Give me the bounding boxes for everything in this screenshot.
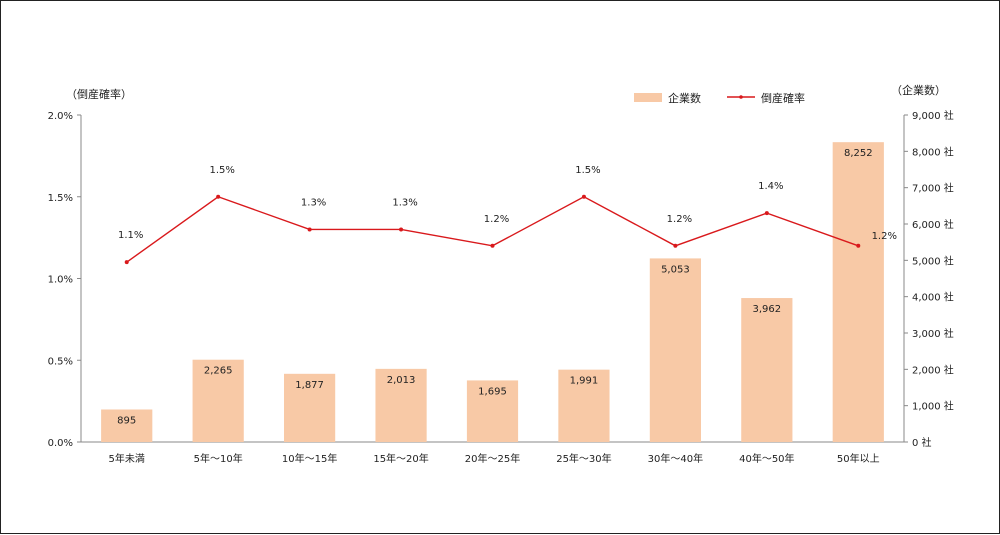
right-tick-label: 4,000 社 (912, 291, 954, 304)
line-value-label: 1.2% (667, 214, 692, 225)
bar-series (101, 142, 884, 442)
bar (649, 258, 701, 442)
bar-value-label: 1,991 (570, 376, 599, 387)
left-axis-label: （倒産確率） (66, 87, 132, 101)
bar (284, 373, 336, 442)
legend-label-bar: 企業数 (668, 91, 701, 105)
left-tick-label: 1.5% (48, 193, 73, 204)
bar-value-label: 1,877 (295, 380, 324, 391)
category-label: 5年未満 (109, 452, 145, 465)
legend: 企業数 倒産確率 (634, 91, 805, 105)
line-point (764, 211, 769, 216)
line-value-labels: 1.1% 1.5% 1.3% 1.3% 1.2% 1.5% 1.2% 1.4% 1.2% (118, 165, 897, 242)
line-value-label: 1.4% (758, 181, 783, 192)
category-label: 5年～10年 (194, 452, 243, 465)
left-tick-label: 2.0% (48, 111, 73, 122)
bar-value-labels: 895 2,265 1,877 2,013 1,695 1,991 5,053 3,962 8,… (117, 148, 872, 426)
legend-label-line: 倒産確率 (761, 91, 805, 105)
category-label: 10年～15年 (282, 452, 337, 465)
right-axis-ticks: 0 社 1,000 社 2,000 社 3,000 社 4,000 社 5,000 社 6,… (904, 109, 954, 449)
line-value-label: 1.1% (118, 230, 143, 241)
right-tick-label: 2,000 社 (912, 363, 954, 376)
right-tick-label: 6,000 社 (912, 218, 954, 231)
category-label: 40年～50年 (739, 452, 794, 465)
bar-value-label: 8,252 (844, 148, 873, 159)
line-series (124, 194, 861, 265)
line-point (216, 194, 221, 199)
category-labels: 5年未満 5年～10年 10年～15年 15年～20年 20年～25年 25年～30年 30… (109, 452, 880, 465)
category-label: 20年～25年 (465, 452, 520, 465)
line-point (124, 260, 129, 265)
line-value-label: 1.5% (575, 165, 600, 176)
right-tick-label: 5,000 社 (912, 254, 954, 267)
bar (375, 368, 427, 442)
right-tick-label: 8,000 社 (912, 145, 954, 158)
left-tick-label: 0.0% (48, 438, 73, 449)
line-value-label: 1.5% (209, 165, 234, 176)
left-tick-label: 0.5% (48, 356, 73, 367)
line-point (856, 243, 861, 248)
line-point (399, 227, 404, 232)
right-axis-label: （企業数） (891, 83, 946, 97)
line-value-label: 1.2% (484, 214, 509, 225)
right-tick-label: 9,000 社 (912, 109, 954, 122)
legend-swatch-marker (739, 95, 743, 99)
line-point (490, 243, 495, 248)
right-tick-label: 0 社 (912, 436, 932, 449)
bar-value-label: 2,265 (204, 366, 233, 377)
line-value-label: 1.2% (872, 231, 897, 242)
line-point (673, 243, 678, 248)
line-path (126, 195, 859, 263)
bar-value-label: 3,962 (753, 304, 782, 315)
bar (101, 409, 153, 442)
right-tick-label: 7,000 社 (912, 182, 954, 195)
line-point (307, 227, 312, 232)
right-tick-label: 3,000 社 (912, 327, 954, 340)
bar (466, 380, 519, 442)
category-label: 15年～20年 (373, 452, 428, 465)
legend-swatch-bar (634, 93, 662, 102)
right-tick-label: 1,000 社 (912, 400, 954, 413)
line-value-label: 1.3% (392, 197, 417, 208)
bar-value-label: 895 (117, 415, 136, 426)
bar (741, 298, 793, 442)
bar (192, 359, 244, 442)
bar-value-label: 1,695 (478, 386, 507, 397)
bar (832, 142, 884, 442)
bar-value-label: 5,053 (661, 264, 690, 275)
bar (558, 369, 610, 442)
line-value-label: 1.3% (301, 197, 326, 208)
line-point (581, 194, 586, 199)
bar-value-label: 2,013 (387, 375, 416, 386)
category-label: 30年～40年 (648, 452, 703, 465)
left-tick-label: 1.0% (48, 275, 73, 286)
category-label: 25年～30年 (556, 452, 611, 465)
left-axis-ticks: 0.0% 0.5% 1.0% 1.5% 2.0% (48, 111, 81, 449)
category-label: 50年以上 (837, 452, 880, 465)
